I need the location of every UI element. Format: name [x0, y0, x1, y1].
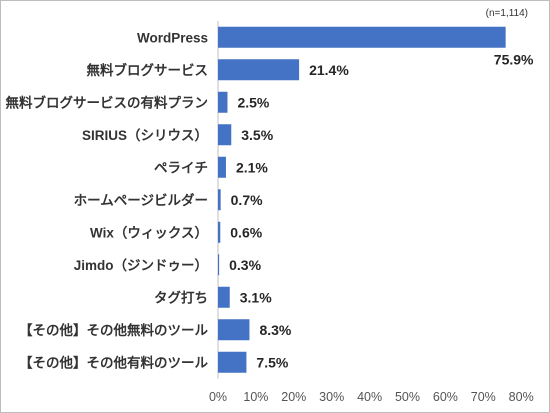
value-label-0: 75.9% [494, 51, 534, 67]
value-label-7: 0.3% [229, 257, 261, 273]
x-tick-label-5: 50% [395, 390, 420, 404]
category-label-4: ペライチ [154, 160, 208, 175]
category-label-0: WordPress [137, 30, 208, 45]
bar-7 [218, 254, 220, 276]
x-tick-label-4: 40% [357, 390, 382, 404]
value-label-2: 2.5% [237, 94, 269, 110]
bar-2 [218, 91, 228, 113]
value-label-10: 7.5% [256, 354, 288, 370]
bar-8 [218, 286, 230, 308]
x-tick-label-6: 60% [433, 390, 458, 404]
x-tick-label-3: 30% [319, 390, 344, 404]
category-label-7: Jimdo（ジンドゥー） [74, 258, 208, 273]
value-label-6: 0.6% [230, 224, 262, 240]
value-label-3: 3.5% [241, 127, 273, 143]
bar-6 [218, 221, 221, 243]
category-label-1: 無料ブログサービス [87, 62, 209, 78]
category-label-5: ホームページビルダー [74, 192, 208, 208]
value-labels: 75.9% 21.4% 2.5% 3.5% 2.1% 0.7% 0.6% 0.3% 3.1% 8.… [229, 51, 534, 370]
bars [218, 26, 506, 373]
x-tick-label-2: 20% [281, 390, 306, 404]
x-tick-label-1: 10% [243, 390, 268, 404]
value-label-9: 8.3% [259, 322, 291, 338]
category-label-6: Wix（ウィックス） [90, 225, 208, 240]
value-label-1: 21.4% [309, 62, 349, 78]
bar-3 [218, 124, 232, 146]
sample-size-note: (n=1,114) [486, 8, 528, 19]
value-label-5: 0.7% [231, 192, 263, 208]
category-label-10: 【その他】その他有料のツール [19, 354, 208, 370]
bar-0 [218, 26, 506, 48]
bar-10 [218, 351, 247, 373]
bar-5 [218, 189, 221, 211]
value-label-8: 3.1% [240, 289, 272, 305]
value-label-4: 2.1% [236, 159, 268, 175]
category-label-2: 無料ブログサービスの有料プラン [6, 94, 209, 110]
x-axis-ticks: 0% 10% 20% 30% 40% 50% 60% 70% 80% [209, 390, 534, 404]
category-label-9: 【その他】その他無料のツール [19, 322, 208, 338]
category-label-3: SIRIUS（シリウス） [82, 128, 208, 143]
x-tick-label-8: 80% [509, 390, 534, 404]
x-tick-label-0: 0% [209, 390, 227, 404]
bar-9 [218, 319, 250, 341]
category-label-8: タグ打ち [154, 289, 208, 305]
bar-1 [218, 59, 300, 81]
bar-4 [218, 156, 226, 178]
x-tick-label-7: 70% [471, 390, 496, 404]
